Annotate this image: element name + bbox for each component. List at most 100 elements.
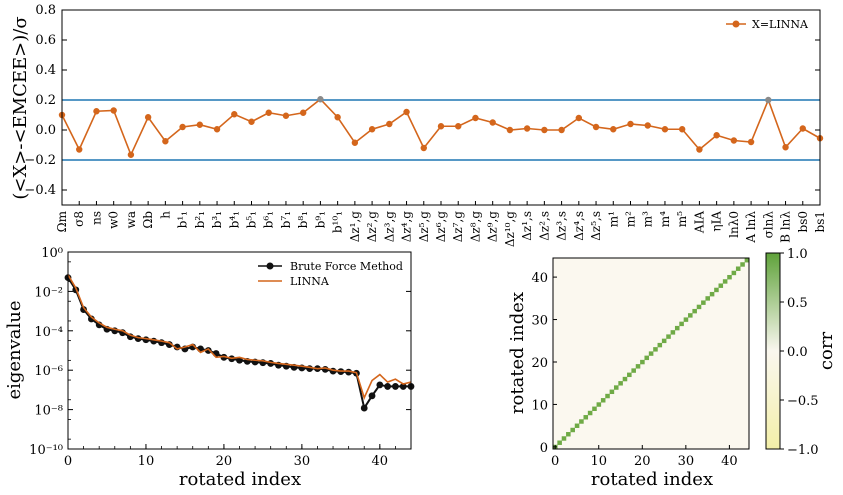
legend-label-brute: Brute Force Method — [290, 260, 403, 273]
top-ytick-label: 0.6 — [35, 33, 56, 48]
heatmap-ylabel: rotated index — [507, 292, 528, 414]
parameter-label: Δz⁸,g — [468, 211, 482, 243]
deviation-point — [127, 151, 135, 158]
parameter-label: Δz⁵,s — [589, 211, 603, 241]
heatmap-diagonal-cell — [688, 313, 693, 318]
deviation-point — [76, 146, 83, 153]
parameter-label: bs1 — [813, 211, 827, 232]
heatmap-diagonal-cell — [661, 338, 667, 344]
eigen-xlabel: rotated index — [179, 469, 301, 490]
heatmap-diagonal-cell — [653, 347, 658, 352]
parameter-label: m² — [624, 211, 638, 227]
deviation-point — [351, 139, 359, 146]
eigen-ytick-label: 10⁻² — [34, 285, 63, 300]
heatmap-xtick-label: 40 — [721, 454, 738, 469]
heatmap-ytick-label: 40 — [531, 271, 548, 286]
heatmap-diagonal-cell — [631, 368, 636, 373]
heatmap-diagonal-cell — [657, 342, 663, 348]
eigen-xtick-label: 20 — [216, 454, 233, 469]
parameter-label: b⁴₁ — [227, 211, 241, 228]
parameter-label: Δz¹,g — [348, 211, 362, 243]
parameter-label: m⁵ — [675, 211, 689, 227]
heatmap-diagonal-cell — [583, 415, 589, 420]
heatmap-diagonal-cell — [600, 398, 606, 403]
heatmap-diagonal-cell — [722, 279, 728, 284]
brute-force-point — [220, 353, 228, 361]
colorbar-tick-label: 0.5 — [787, 296, 808, 311]
parameter-label: bs0 — [796, 211, 810, 232]
deviation-point — [437, 123, 445, 130]
eigen-ytick-label: 10⁻⁶ — [34, 364, 63, 379]
heatmap-diagonal-cell — [709, 291, 715, 297]
heatmap-xtick-label: 0 — [551, 454, 559, 469]
brute-force-point — [399, 383, 407, 390]
parameter-label: σlnλ — [761, 211, 775, 239]
top-legend: X=LINNA — [726, 18, 809, 31]
parameter-label: Δz³,g — [382, 211, 396, 243]
colorbar-label: corr — [816, 332, 837, 371]
eigen-xtick-label: 30 — [294, 454, 311, 469]
colorbar-tick-label: 0.0 — [787, 345, 808, 360]
deviation-point — [575, 114, 583, 122]
top-ylabel: (<X>-<EMCEE>)/σ — [10, 16, 31, 199]
heatmap-diagonal-cell — [692, 308, 697, 314]
colorbar-tick-label: 1.0 — [787, 247, 808, 262]
deviation-point — [610, 126, 617, 133]
deviation-point — [213, 126, 221, 133]
deviation-point — [248, 118, 255, 125]
legend-marker-brute — [266, 262, 274, 270]
brute-force-point — [87, 315, 95, 323]
heatmap-diagonal-cell — [718, 283, 724, 288]
heatmap-diagonal-cell — [635, 364, 641, 369]
parameter-label: ns — [89, 211, 103, 225]
parameter-label: ηIA — [710, 211, 724, 232]
heatmap-diagonal-cell — [727, 274, 732, 280]
eigen-ytick-label: 10⁻⁸ — [34, 404, 63, 419]
deviation-point — [93, 108, 100, 115]
deviation-point — [730, 137, 738, 144]
colorbar-tick-label: −0.5 — [787, 394, 819, 409]
deviation-point — [541, 126, 548, 134]
eigen-ylabel: eigenvalue — [4, 300, 25, 399]
top-ytick-label: 0.8 — [35, 3, 56, 18]
legend-label-linna-top: X=LINNA — [752, 18, 809, 31]
deviation-point — [455, 123, 462, 130]
heatmap-diagonal-cell — [666, 334, 671, 339]
parameter-label: lnλ0 — [727, 211, 741, 238]
brute-force-point — [368, 392, 376, 400]
parameter-label: Δz⁵,g — [417, 211, 431, 243]
colorbar: −1.0 −0.5 0.0 0.5 1.0 — [765, 247, 819, 458]
heatmap-diagonal-cell — [618, 381, 623, 386]
deviation-point — [765, 96, 772, 104]
heatmap-diagonal-cell — [701, 300, 706, 305]
parameter-label: m³ — [641, 211, 655, 227]
heatmap-diagonal-cell — [648, 351, 654, 356]
deviation-point — [162, 138, 169, 145]
heatmap-diagonal-cell — [644, 355, 650, 361]
heatmap-ytick-label: 0 — [540, 441, 548, 456]
parameter-label: Δz¹,s — [520, 211, 534, 241]
eigen-ytick-label: 10⁻⁴ — [34, 325, 63, 340]
heatmap-diagonal-cell — [570, 427, 575, 433]
deviation-point — [489, 119, 496, 126]
heatmap-diagonal-cell — [705, 296, 710, 301]
top-ytick-label: 0.0 — [35, 123, 56, 138]
top-ytick-label: −0.2 — [24, 153, 56, 168]
parameter-label: m⁴ — [658, 211, 672, 227]
brute-force-point — [80, 306, 87, 313]
brute-force-point — [204, 347, 212, 354]
heatmap-xtick-label: 10 — [590, 454, 607, 469]
heatmap-diagonal-cell — [679, 321, 684, 327]
parameter-label: Ωb — [141, 211, 155, 229]
heatmap-diagonal-cell — [744, 258, 750, 263]
heatmap-xtick-label: 20 — [634, 454, 651, 469]
deviation-point — [420, 144, 427, 152]
top-panel: −0.4−0.20.00.20.40.60.8Ωm σ8 ns w0 wa Ωb h b¹₁ b… — [10, 3, 827, 247]
parameter-label: B lnλ — [779, 211, 793, 243]
deviation-point — [747, 138, 755, 146]
heatmap-diagonal-cell — [592, 406, 597, 411]
heatmap-diagonal-cell — [566, 432, 571, 437]
parameter-label: wa — [124, 211, 138, 228]
eigen-xtick-label: 40 — [372, 454, 389, 469]
